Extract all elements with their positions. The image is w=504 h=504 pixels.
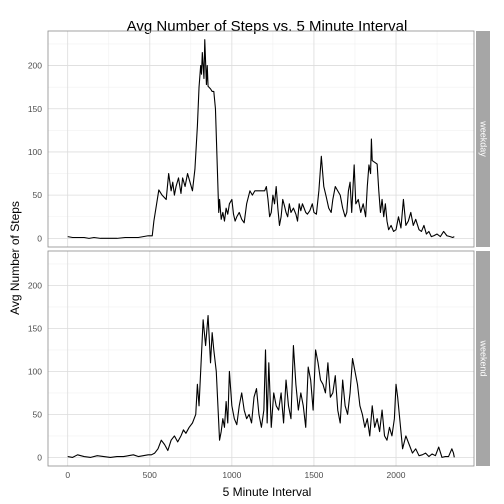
facet-strip bbox=[476, 31, 490, 247]
facet-panels: 0 50 100 150 200 weekday 0 50 100 150 200 weekend 0 5… bbox=[28, 30, 490, 480]
y-tick-label: 100 bbox=[28, 366, 42, 376]
x-axis-title: 5 Minute Interval bbox=[223, 485, 312, 499]
y-tick-label: 200 bbox=[28, 280, 42, 290]
y-tick-label: 50 bbox=[33, 190, 43, 200]
x-tick-label: 1500 bbox=[304, 470, 323, 480]
facet-strip-label: weekday bbox=[479, 120, 489, 157]
series-line bbox=[67, 314, 455, 458]
x-axis: 0 500 1000 1500 2000 bbox=[65, 470, 405, 480]
facet-strip-label: weekend bbox=[479, 339, 489, 376]
panel-weekend: 0 50 100 150 200 weekend bbox=[28, 250, 490, 467]
panel-border bbox=[47, 30, 475, 248]
y-tick-label: 0 bbox=[37, 452, 42, 462]
y-tick-label: 150 bbox=[28, 323, 42, 333]
panel-weekday: 0 50 100 150 200 weekday bbox=[28, 30, 490, 248]
x-tick-label: 2000 bbox=[387, 470, 406, 480]
y-tick-label: 150 bbox=[28, 104, 42, 114]
x-tick-label: 500 bbox=[143, 470, 157, 480]
facet-strip bbox=[476, 251, 490, 466]
y-tick-label: 200 bbox=[28, 61, 42, 71]
y-tick-label: 0 bbox=[37, 233, 42, 243]
y-tick-label: 50 bbox=[33, 409, 43, 419]
series-line bbox=[67, 39, 455, 239]
y-axis-title: Avg Number of Steps bbox=[8, 201, 22, 315]
x-tick-label: 1000 bbox=[222, 470, 241, 480]
panel-border bbox=[47, 250, 475, 467]
chart-title: Avg Number of Steps vs. 5 Minute Interva… bbox=[127, 18, 408, 35]
x-tick-label: 0 bbox=[65, 470, 70, 480]
y-tick-label: 100 bbox=[28, 147, 42, 157]
